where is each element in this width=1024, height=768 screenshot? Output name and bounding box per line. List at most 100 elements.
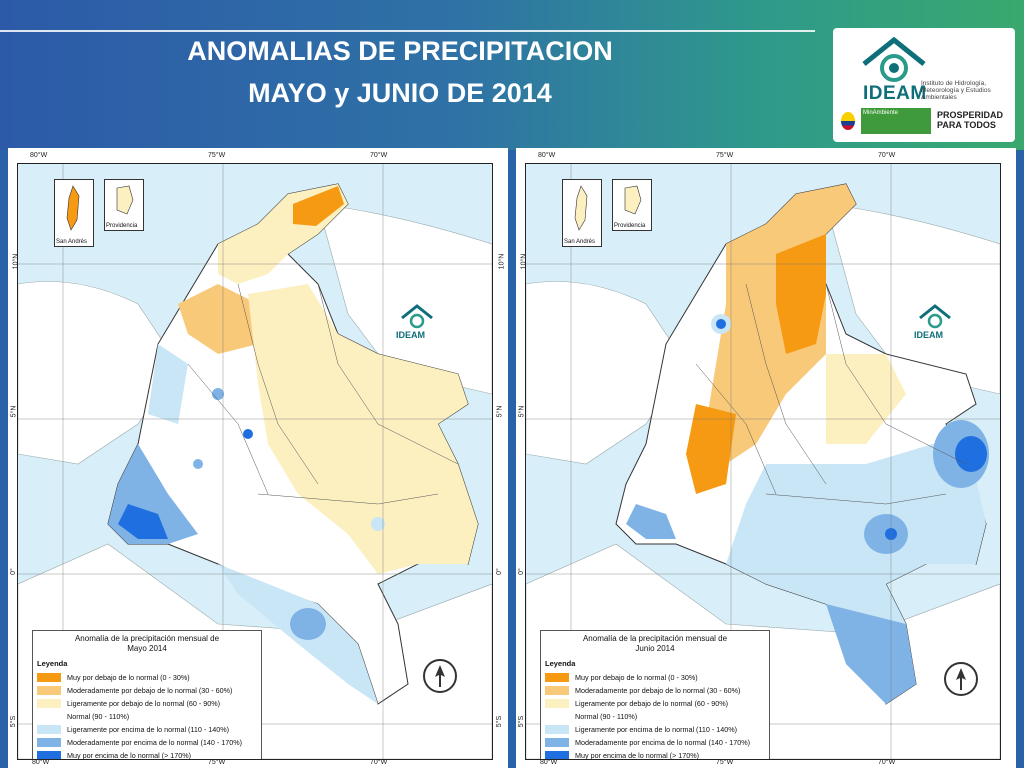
legend-label: Moderadamente por encima de lo normal (1… xyxy=(67,738,242,747)
inset-providencia: Providencia xyxy=(612,179,652,231)
anomaly-patch-mod-dry xyxy=(178,284,258,354)
ideam-house-icon xyxy=(401,304,433,329)
venezuela-land xyxy=(825,203,1000,395)
slogan-line-2: PARA TODOS xyxy=(937,120,996,130)
legend-label: Normal (90 - 110%) xyxy=(67,712,130,721)
colombia-map-may: San Andrés Providencia IDEAM Anomalía de… xyxy=(17,163,493,760)
anomaly-patch-light-wet xyxy=(148,344,188,424)
ideam-logo-box: IDEAM Instituto de Hidrología, Meteorolo… xyxy=(833,28,1015,142)
title-line-1: ANOMALIAS DE PRECIPITACION xyxy=(187,36,613,66)
axis-lat-label: 10°N xyxy=(498,253,506,270)
legend-label: Ligeramente por encima de lo normal (110… xyxy=(575,725,738,734)
legend-june: Anomalía de la precipitación mensual de … xyxy=(540,630,770,760)
map-logo-text: IDEAM xyxy=(396,330,425,340)
anomaly-spot xyxy=(371,517,385,531)
ideam-institute-text: Instituto de Hidrología, Meteorología y … xyxy=(921,80,991,101)
inset-san-andres: San Andrés xyxy=(562,179,602,247)
minambiente-badge: MinAmbiente xyxy=(861,108,931,134)
map-logo-text: IDEAM xyxy=(914,330,943,340)
inset-label: San Andrés xyxy=(56,239,88,245)
legend-swatch xyxy=(545,686,569,695)
axis-lat-label: 0° xyxy=(495,568,503,575)
axis-bottom-label: 70°W xyxy=(370,759,388,766)
prosperidad-logo: PROSPERIDAD PARA TODOS xyxy=(937,110,1003,130)
ideam-house-icon xyxy=(919,304,951,329)
header-banner: ANOMALIAS DE PRECIPITACION MAYO y JUNIO … xyxy=(0,0,1024,150)
axis-top-label: 80°W xyxy=(30,152,48,159)
anomaly-spot xyxy=(243,429,253,439)
axis-lat-label: 5°N xyxy=(496,405,504,418)
legend-swatch xyxy=(37,751,61,759)
map-ideam-logo: IDEAM xyxy=(396,304,434,340)
legend-swatch xyxy=(545,725,569,734)
axis-lat-label: 0° xyxy=(9,568,17,575)
legend-swatch xyxy=(545,712,569,721)
legend-heading: Leyenda xyxy=(37,659,68,668)
department-borders xyxy=(187,283,459,505)
legend-label: Moderadamente por debajo de lo normal (3… xyxy=(575,686,741,695)
legend-title-line-1: Anomalía de la precipitación mensual de xyxy=(582,634,728,643)
slogan-line-1: PROSPERIDAD xyxy=(937,110,1004,120)
inset-san-andres: San Andrés xyxy=(54,179,94,247)
legend-label: Ligeramente por encima de lo normal (110… xyxy=(67,725,230,734)
inset-label: Providencia xyxy=(614,223,646,229)
anomaly-patch-mod-wet xyxy=(826,604,916,704)
legend-title-line-2: Junio 2014 xyxy=(635,644,675,653)
legend-swatch xyxy=(37,738,61,747)
legend-label: Moderadamente por encima de lo normal (1… xyxy=(575,738,750,747)
legend-may: Anomalía de la precipitación mensual de … xyxy=(32,630,262,759)
ideam-logo-text: IDEAM xyxy=(863,83,927,104)
anomaly-patch-mod-wet xyxy=(290,608,326,640)
map-canvas xyxy=(18,164,492,759)
legend-swatch xyxy=(545,751,569,759)
san-andres-shape xyxy=(574,185,588,231)
anomaly-spot xyxy=(193,459,203,469)
legend-label: Muy por encima de lo normal (> 170%) xyxy=(575,751,700,760)
anomaly-patch-very-wet xyxy=(955,436,987,472)
axis-bottom-label: 80°W xyxy=(32,759,50,766)
legend-label: Ligeramente por debajo de lo normal (60 … xyxy=(67,699,221,708)
anomaly-patch-very-wet xyxy=(118,504,168,539)
san-andres-shape xyxy=(66,185,80,231)
anomaly-patch-mod-wet xyxy=(626,504,676,539)
venezuela-land xyxy=(317,203,492,395)
legend-swatch xyxy=(37,699,61,708)
axis-top-label: 70°W xyxy=(370,152,388,159)
legend-swatch xyxy=(37,725,61,734)
axis-top-label: 80°W xyxy=(538,152,556,159)
department-borders xyxy=(695,283,967,505)
axis-bottom-label: 75°W xyxy=(208,759,226,766)
axis-bottom-label: 75°W xyxy=(716,759,734,766)
axis-top-label: 75°W xyxy=(208,152,226,159)
legend-title: Anomalía de la precipitación mensual de … xyxy=(541,634,769,654)
legend-title: Anomalía de la precipitación mensual de … xyxy=(33,634,261,654)
legend-label: Muy por debajo de lo normal (0 - 30%) xyxy=(575,673,698,682)
header-divider xyxy=(0,30,815,32)
legend-heading: Leyenda xyxy=(545,659,576,668)
inset-label: San Andrés xyxy=(564,239,596,245)
axis-lat-label: 5°S xyxy=(496,715,504,728)
legend-label: Moderadamente por debajo de lo normal (3… xyxy=(67,686,233,695)
north-arrow-icon xyxy=(944,662,978,696)
inset-label: Providencia xyxy=(106,223,138,229)
anomaly-patch-light-dry xyxy=(826,354,906,444)
legend-swatch xyxy=(37,673,61,682)
legend-swatch xyxy=(545,673,569,682)
legend-swatch xyxy=(545,699,569,708)
title-line-2: MAYO y JUNIO DE 2014 xyxy=(248,78,552,108)
map-ideam-logo: IDEAM xyxy=(914,304,952,340)
map-panel-may: 80°W 75°W 70°W 80°W 75°W 70°W 10°N 5°N 0… xyxy=(8,148,508,768)
legend-label: Muy por debajo de lo normal (0 - 30%) xyxy=(67,673,190,682)
anomaly-spot xyxy=(212,388,224,400)
colombia-seal-icon xyxy=(841,112,855,130)
providencia-shape xyxy=(116,185,134,215)
providencia-shape xyxy=(624,185,642,215)
north-arrow-icon xyxy=(423,659,457,693)
legend-swatch xyxy=(37,686,61,695)
axis-bottom-label: 70°W xyxy=(878,759,896,766)
ideam-house-icon xyxy=(862,36,926,82)
map-panel-june: 80°W 75°W 70°W 80°W 75°W 70°W 10°N 5°N 0… xyxy=(516,148,1016,768)
legend-label: Ligeramente por debajo de lo normal (60 … xyxy=(575,699,729,708)
legend-label: Normal (90 - 110%) xyxy=(575,712,638,721)
legend-swatch xyxy=(545,738,569,747)
